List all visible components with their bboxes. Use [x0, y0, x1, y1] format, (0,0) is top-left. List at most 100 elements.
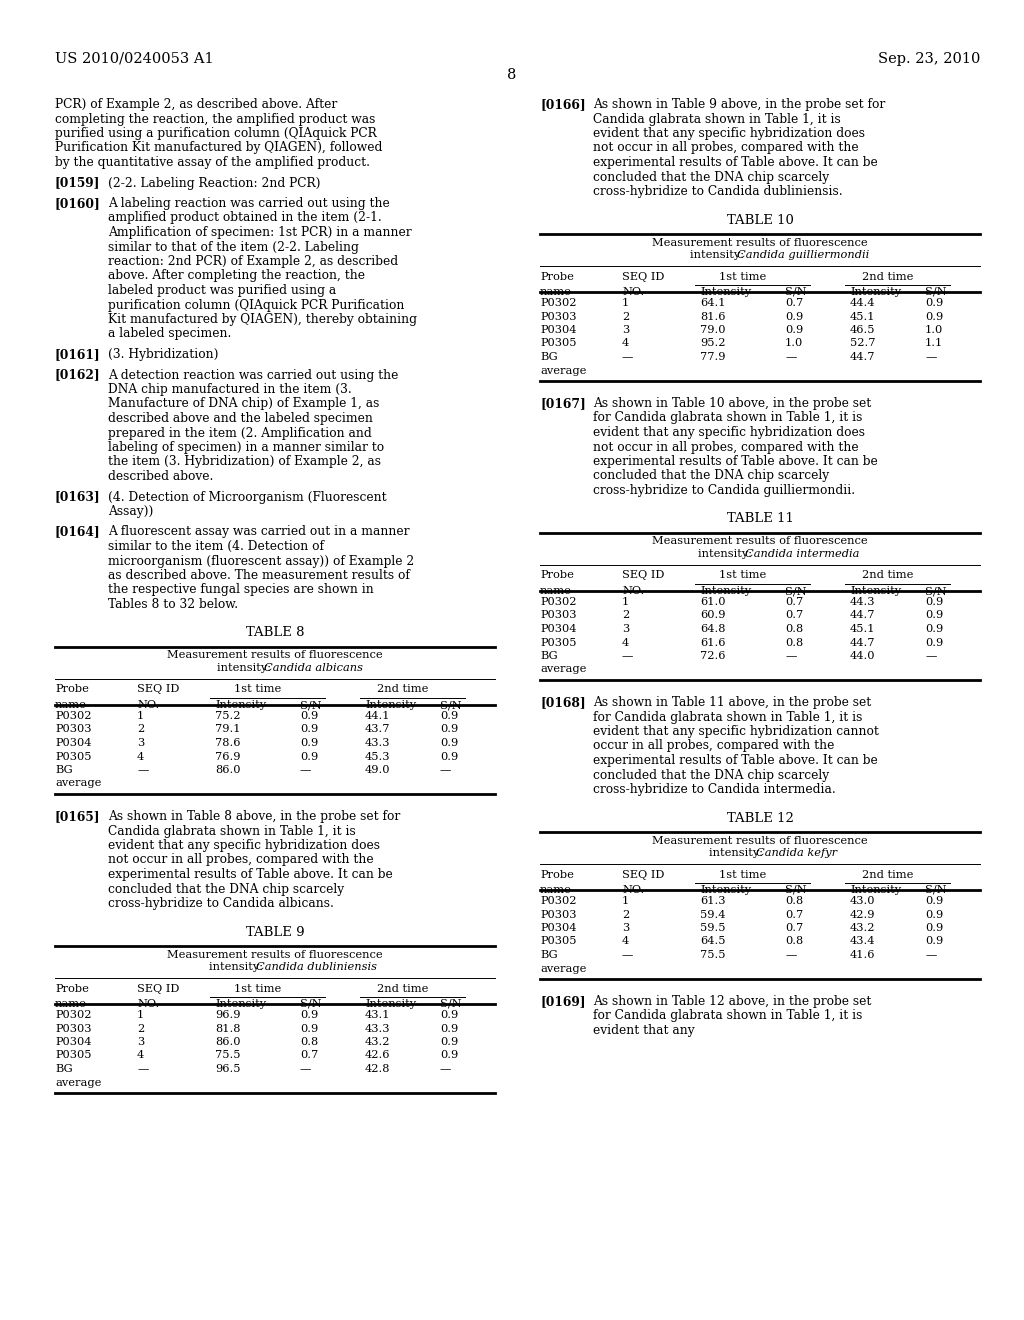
Text: 43.1: 43.1 — [365, 1010, 390, 1020]
Text: BG: BG — [55, 1064, 73, 1074]
Text: 2: 2 — [622, 909, 630, 920]
Text: 43.4: 43.4 — [850, 936, 876, 946]
Text: 0.9: 0.9 — [440, 1010, 459, 1020]
Text: Assay)): Assay)) — [108, 506, 154, 517]
Text: TABLE 10: TABLE 10 — [727, 214, 794, 227]
Text: —: — — [785, 651, 797, 661]
Text: —: — — [137, 766, 148, 775]
Text: 43.0: 43.0 — [850, 896, 876, 906]
Text: described above.: described above. — [108, 470, 213, 483]
Text: S/N: S/N — [440, 700, 462, 710]
Text: P0305: P0305 — [540, 936, 577, 946]
Text: 0.9: 0.9 — [440, 711, 459, 721]
Text: 4: 4 — [622, 338, 630, 348]
Text: 43.7: 43.7 — [365, 725, 390, 734]
Text: 4: 4 — [137, 751, 144, 762]
Text: —: — — [925, 352, 936, 362]
Text: DNA chip manufactured in the item (3.: DNA chip manufactured in the item (3. — [108, 383, 352, 396]
Text: experimental results of Table above. It can be: experimental results of Table above. It … — [108, 869, 393, 880]
Text: 42.8: 42.8 — [365, 1064, 390, 1074]
Text: BG: BG — [540, 950, 558, 960]
Text: 1: 1 — [622, 298, 630, 308]
Text: TABLE 8: TABLE 8 — [246, 627, 304, 639]
Text: intensity:: intensity: — [698, 549, 756, 558]
Text: 0.9: 0.9 — [440, 1051, 459, 1060]
Text: 45.1: 45.1 — [850, 624, 876, 634]
Text: Sep. 23, 2010: Sep. 23, 2010 — [878, 51, 980, 66]
Text: 44.7: 44.7 — [850, 352, 876, 362]
Text: Intensity: Intensity — [365, 700, 416, 710]
Text: 81.8: 81.8 — [215, 1023, 241, 1034]
Text: A fluorescent assay was carried out in a manner: A fluorescent assay was carried out in a… — [108, 525, 410, 539]
Text: intensity:: intensity: — [709, 847, 766, 858]
Text: 59.5: 59.5 — [700, 923, 725, 933]
Text: 64.5: 64.5 — [700, 936, 725, 946]
Text: 86.0: 86.0 — [215, 1038, 241, 1047]
Text: 1: 1 — [622, 597, 630, 607]
Text: purified using a purification column (QIAquick PCR: purified using a purification column (QI… — [55, 127, 377, 140]
Text: intensity:: intensity: — [689, 249, 748, 260]
Text: [0166]: [0166] — [540, 98, 586, 111]
Text: 3: 3 — [622, 624, 630, 634]
Text: NO.: NO. — [622, 586, 644, 597]
Text: 64.8: 64.8 — [700, 624, 725, 634]
Text: average: average — [55, 779, 101, 788]
Text: evident that any: evident that any — [593, 1024, 694, 1038]
Text: —: — — [300, 1064, 311, 1074]
Text: experimental results of Table above. It can be: experimental results of Table above. It … — [593, 754, 878, 767]
Text: cross-hybridize to Candida albicans.: cross-hybridize to Candida albicans. — [108, 898, 334, 909]
Text: concluded that the DNA chip scarcely: concluded that the DNA chip scarcely — [593, 470, 829, 483]
Text: Measurement results of fluorescence: Measurement results of fluorescence — [167, 949, 383, 960]
Text: Intensity: Intensity — [700, 884, 752, 895]
Text: SEQ ID: SEQ ID — [137, 983, 179, 994]
Text: 44.7: 44.7 — [850, 610, 876, 620]
Text: 95.2: 95.2 — [700, 338, 725, 348]
Text: 8: 8 — [507, 69, 517, 82]
Text: concluded that the DNA chip scarcely: concluded that the DNA chip scarcely — [593, 170, 829, 183]
Text: amplified product obtained in the item (2-1.: amplified product obtained in the item (… — [108, 211, 382, 224]
Text: 0.9: 0.9 — [300, 1023, 318, 1034]
Text: Intensity: Intensity — [700, 586, 752, 597]
Text: Candida albicans: Candida albicans — [264, 663, 364, 673]
Text: A labeling reaction was carried out using the: A labeling reaction was carried out usin… — [108, 197, 390, 210]
Text: Kit manufactured by QIAGEN), thereby obtaining: Kit manufactured by QIAGEN), thereby obt… — [108, 313, 417, 326]
Text: 44.4: 44.4 — [850, 298, 876, 308]
Text: 3: 3 — [137, 738, 144, 748]
Text: 0.9: 0.9 — [925, 923, 943, 933]
Text: Intensity: Intensity — [850, 286, 901, 297]
Text: 0.7: 0.7 — [785, 597, 803, 607]
Text: 45.1: 45.1 — [850, 312, 876, 322]
Text: S/N: S/N — [300, 700, 322, 710]
Text: 0.8: 0.8 — [785, 936, 803, 946]
Text: —: — — [785, 950, 797, 960]
Text: 61.0: 61.0 — [700, 597, 725, 607]
Text: S/N: S/N — [300, 999, 322, 1008]
Text: —: — — [785, 352, 797, 362]
Text: not occur in all probes, compared with the: not occur in all probes, compared with t… — [108, 854, 374, 866]
Text: 44.7: 44.7 — [850, 638, 876, 648]
Text: —: — — [622, 950, 634, 960]
Text: cross-hybridize to Candida dubliniensis.: cross-hybridize to Candida dubliniensis. — [593, 185, 843, 198]
Text: P0302: P0302 — [540, 896, 577, 906]
Text: P0304: P0304 — [540, 624, 577, 634]
Text: 4: 4 — [622, 936, 630, 946]
Text: S/N: S/N — [925, 884, 946, 895]
Text: 0.7: 0.7 — [300, 1051, 318, 1060]
Text: Candida glabrata shown in Table 1, it is: Candida glabrata shown in Table 1, it is — [108, 825, 355, 837]
Text: 42.9: 42.9 — [850, 909, 876, 920]
Text: P0305: P0305 — [540, 338, 577, 348]
Text: 61.6: 61.6 — [700, 638, 725, 648]
Text: name: name — [55, 700, 87, 710]
Text: 2nd time: 2nd time — [862, 570, 913, 581]
Text: SEQ ID: SEQ ID — [137, 685, 179, 694]
Text: Measurement results of fluorescence: Measurement results of fluorescence — [652, 836, 867, 846]
Text: TABLE 11: TABLE 11 — [727, 512, 794, 525]
Text: 61.3: 61.3 — [700, 896, 725, 906]
Text: 3: 3 — [622, 325, 630, 335]
Text: labeled product was purified using a: labeled product was purified using a — [108, 284, 336, 297]
Text: 2nd time: 2nd time — [377, 983, 428, 994]
Text: 1st time: 1st time — [719, 570, 766, 581]
Text: P0305: P0305 — [540, 638, 577, 648]
Text: Probe: Probe — [540, 870, 573, 879]
Text: [0160]: [0160] — [55, 197, 100, 210]
